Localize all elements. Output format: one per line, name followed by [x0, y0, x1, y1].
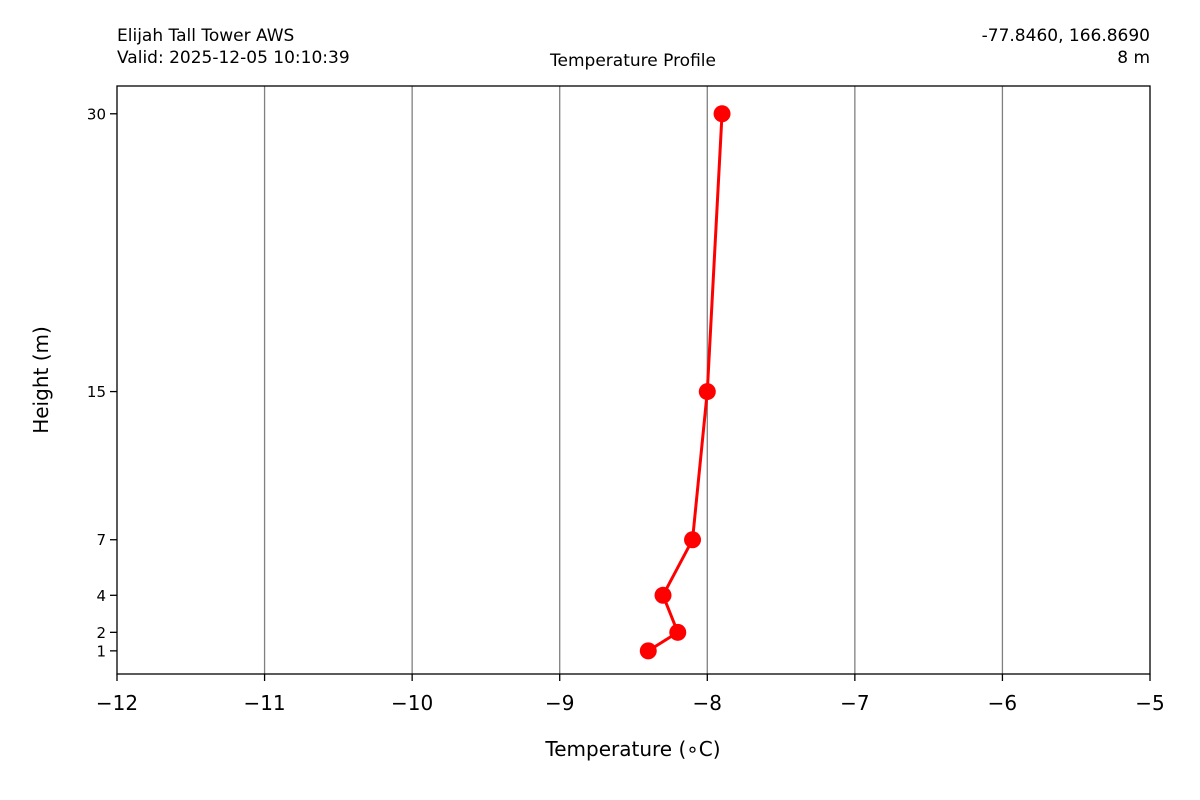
grid-lines	[263, 86, 1004, 674]
chart-title: Temperature Profile	[550, 51, 716, 71]
data-point	[654, 586, 672, 604]
station-coords: -77.8460, 166.8690	[981, 26, 1150, 46]
y-axis: 12 4 7 15 30	[87, 105, 117, 660]
x-tick-label: −6	[988, 691, 1017, 715]
x-tick-label: −10	[391, 691, 433, 715]
y-tick-label: 30	[87, 105, 106, 123]
x-axis: −12 −11 −10 −9 −8 −7 −6 −5	[96, 674, 1165, 715]
y-tick-label: 15	[87, 383, 106, 401]
x-axis-label: Temperature (∘C)	[544, 737, 720, 761]
data-point	[669, 623, 687, 641]
station-height: 8 m	[1117, 48, 1150, 68]
x-tick-label: −5	[1135, 691, 1164, 715]
plot-frame	[116, 85, 1151, 675]
data-point	[698, 383, 716, 401]
x-tick-label: −8	[693, 691, 722, 715]
valid-time: Valid: 2025-12-05 10:10:39	[117, 48, 350, 68]
station-header: Elijah Tall Tower AWS Valid: 2025-12-05 …	[117, 25, 350, 69]
location-header: -77.8460, 166.8690 8 m	[982, 25, 1150, 69]
data-point	[639, 642, 657, 660]
x-tick-label: −9	[545, 691, 574, 715]
x-tick-label: −11	[243, 691, 285, 715]
y-tick-label: 4	[96, 587, 106, 605]
x-tick-label: −7	[840, 691, 869, 715]
y-tick-label: 7	[96, 531, 106, 549]
temperature-line	[647, 113, 724, 653]
y-tick-label: 1	[96, 642, 106, 660]
temperature-series	[639, 105, 731, 660]
y-tick-label: 2	[96, 624, 106, 642]
station-name: Elijah Tall Tower AWS	[117, 26, 295, 46]
y-axis-label: Height (m)	[29, 326, 53, 434]
data-point	[684, 531, 702, 549]
data-point	[713, 105, 731, 123]
x-tick-label: −12	[96, 691, 138, 715]
